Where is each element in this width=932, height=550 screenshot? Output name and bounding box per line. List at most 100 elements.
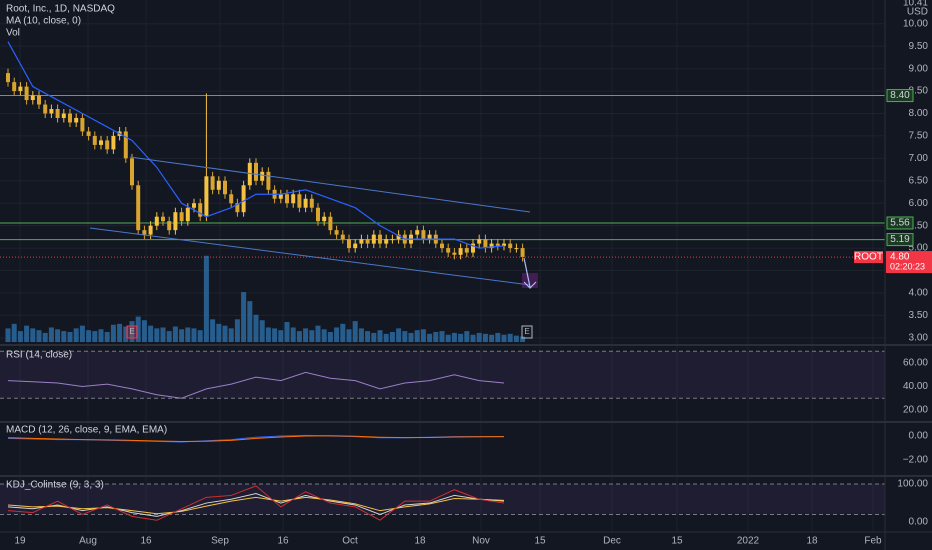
x-tick-label: 16 xyxy=(140,536,152,547)
volume-bar xyxy=(377,330,383,342)
x-tick-label: 15 xyxy=(534,536,546,547)
candle-body xyxy=(440,243,444,249)
candle-body xyxy=(68,113,72,123)
level-badge xyxy=(886,216,914,230)
volume-bar xyxy=(148,325,154,342)
y-tick-label: 8.50 xyxy=(909,86,929,97)
y-tick-label: 7.00 xyxy=(909,153,929,164)
candle-body xyxy=(303,198,308,208)
x-tick-label: Nov xyxy=(472,536,490,547)
x-tick-label: Sep xyxy=(211,536,229,547)
symbol-badge xyxy=(854,251,883,264)
volume-bar xyxy=(73,328,79,342)
y-tick-label: 3.00 xyxy=(909,332,929,343)
volume-bar xyxy=(247,301,253,342)
candle-body xyxy=(74,117,79,123)
candle-body xyxy=(167,221,172,231)
volume-bar xyxy=(11,323,17,342)
volume-bar xyxy=(79,325,85,342)
candle-body xyxy=(415,230,420,235)
volume-bar xyxy=(272,328,278,342)
volume-bar xyxy=(464,331,470,342)
volume-bar xyxy=(129,321,135,342)
candle-body xyxy=(378,234,382,244)
volume-bar xyxy=(185,327,191,342)
pane-title: KDJ_Colintse (9, 3, 3) xyxy=(6,480,104,491)
pane-title: RSI (14, close) xyxy=(6,350,72,361)
candle-body xyxy=(508,243,513,249)
indicator-line xyxy=(7,496,505,515)
candle-body xyxy=(148,225,153,235)
candle-body xyxy=(241,185,246,213)
x-tick-label: 18 xyxy=(806,536,818,547)
plot xyxy=(0,41,885,521)
volume-bar xyxy=(371,332,377,342)
candle-body xyxy=(229,194,234,204)
volume-bar xyxy=(396,328,402,342)
volume-bar xyxy=(309,330,315,342)
ma-line xyxy=(7,41,505,249)
candle-body xyxy=(347,239,351,249)
y-tick-label: 8.00 xyxy=(909,108,929,119)
axis-unit: USD xyxy=(907,7,928,18)
candle-body xyxy=(192,203,196,208)
volume-bar xyxy=(427,333,433,342)
volume-bar xyxy=(265,327,271,342)
volume-bar xyxy=(222,325,228,342)
candle-body xyxy=(130,158,134,186)
candle-body xyxy=(316,207,320,222)
candle-body xyxy=(49,109,54,114)
y-tick-label: 0.00 xyxy=(909,431,929,442)
volume-bar xyxy=(30,328,36,342)
volume-bar xyxy=(402,331,408,342)
x-tick-label: Aug xyxy=(79,536,97,547)
candle-body xyxy=(12,82,17,92)
band xyxy=(0,351,885,399)
volume-bar xyxy=(104,332,110,342)
indicator-line xyxy=(7,493,505,517)
y-tick-label: 7.50 xyxy=(909,131,929,142)
volume-bar xyxy=(315,325,321,342)
projection-arrow xyxy=(523,257,537,289)
candle-body xyxy=(43,104,48,114)
candle-body xyxy=(216,180,221,190)
volume-bar xyxy=(334,327,340,342)
candle-body xyxy=(260,171,265,181)
volume-bar xyxy=(42,332,48,342)
y-tick-label: −2.00 xyxy=(903,455,929,466)
candle-body xyxy=(495,243,500,246)
candle-body xyxy=(278,194,283,199)
candle-body xyxy=(204,176,209,217)
candle-body xyxy=(266,171,271,190)
volume-bar xyxy=(17,331,23,342)
y-tick-label: 9.00 xyxy=(909,63,929,74)
indicator-line xyxy=(7,371,505,399)
candle-body xyxy=(483,239,488,249)
volume-bar xyxy=(470,334,476,342)
volume-bar xyxy=(389,332,395,342)
candle-body xyxy=(111,135,116,150)
candle-body xyxy=(291,194,296,204)
volume-bar xyxy=(520,336,526,342)
event-marker xyxy=(521,325,533,339)
candle-body xyxy=(359,239,364,244)
candle-body xyxy=(421,230,426,240)
candle-body xyxy=(285,194,289,204)
volume-bar xyxy=(495,332,501,342)
y-tick-label: 3.50 xyxy=(909,310,929,321)
candle-body xyxy=(105,140,110,150)
level-badge xyxy=(886,233,914,247)
candle-body xyxy=(427,234,432,240)
x-tick-label: 16 xyxy=(277,536,289,547)
candle-body xyxy=(353,243,358,249)
volume-bar xyxy=(284,322,290,342)
candle-body xyxy=(198,203,203,217)
candle-body xyxy=(61,113,66,118)
volume-bar xyxy=(513,335,519,342)
candle-body xyxy=(471,243,475,253)
candle-body xyxy=(309,198,314,208)
volume-bar xyxy=(414,330,420,342)
